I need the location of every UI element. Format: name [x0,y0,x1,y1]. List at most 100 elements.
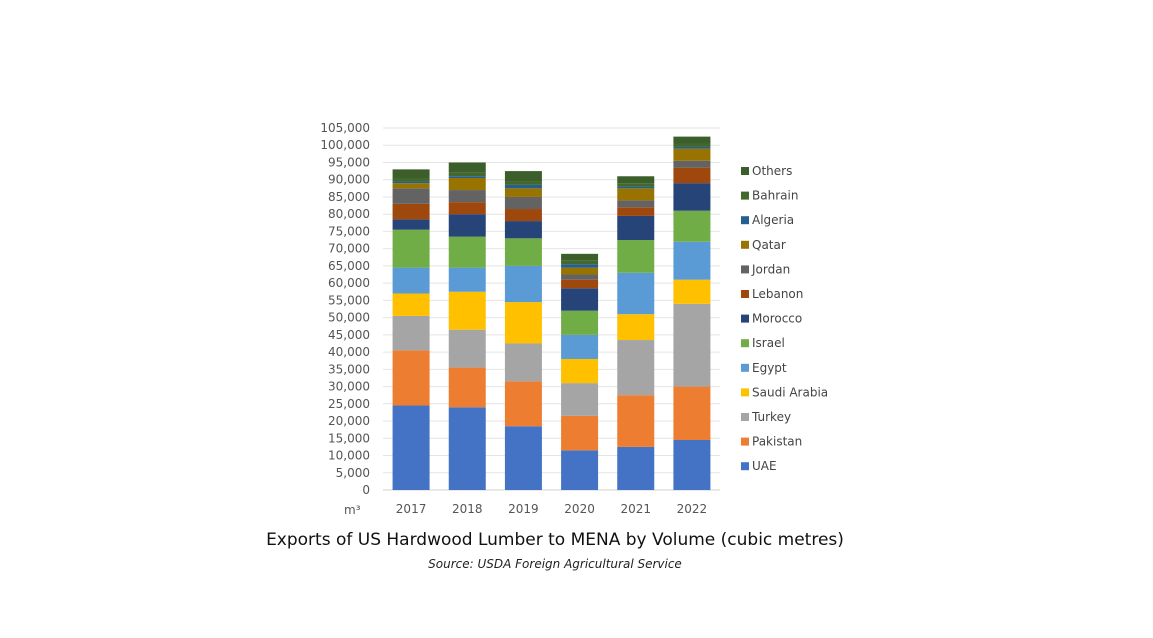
legend-label: Saudi Arabia [752,385,828,399]
y-tick-label: 50,000 [328,311,370,325]
bar-segment-egypt-2017 [392,267,430,294]
legend-swatch [741,413,749,421]
bar-segment-morocco-2017 [392,219,430,230]
bar-segment-pakistan-2017 [392,350,430,406]
gridlines [383,127,720,491]
y-tick-label: 35,000 [328,362,370,376]
legend: Others Bahrain Algeria Qatar Jordan Lebanon Mo… [741,164,828,473]
bar-segment-bahrain-2019 [504,181,542,185]
bar-segment-morocco-2021 [617,215,655,241]
y-tick-label: 105,000 [320,121,370,135]
bar-segment-israel-2018 [448,236,486,268]
chart-source: Source: USDA Foreign Agricultural Servic… [428,557,682,571]
bar-segment-algeria-2019 [504,184,542,189]
bar-segment-lebanon-2022 [673,167,711,184]
bar-segment-algeria-2020 [561,264,599,268]
y-tick-label: 15,000 [328,431,370,445]
legend-label: Bahrain [752,189,798,203]
legend-swatch [741,167,749,175]
bar-segment-others-2020 [561,253,599,261]
y-tick-label: 25,000 [328,397,370,411]
y-axis-unit-label: m³ [344,503,361,517]
y-tick-label: 40,000 [328,345,370,359]
bar-segment-egypt-2018 [448,267,486,292]
x-tick-label: 2022 [677,502,708,516]
bar-segment-pakistan-2022 [673,386,711,441]
x-tick-label: 2018 [452,502,483,516]
bar-segment-uae-2019 [504,426,542,490]
y-tick-label: 90,000 [328,173,370,187]
chart-title: Exports of US Hardwood Lumber to MENA by… [266,530,844,550]
legend-swatch [741,314,749,323]
bar-segment-lebanon-2017 [392,203,430,220]
bar-segment-qatar-2019 [504,188,542,197]
bar-segment-algeria-2021 [617,186,655,189]
bar-segment-saudi-arabia-2017 [392,293,430,316]
y-axis-ticks: 0 5,000 10,000 15,000 20,000 25,000 30,000 35,0… [320,121,370,497]
bar-segment-turkey-2020 [561,383,599,416]
bar-segment-lebanon-2018 [448,202,486,215]
bar-segment-morocco-2018 [448,214,486,237]
y-tick-label: 45,000 [328,328,370,342]
bar-segment-jordan-2018 [448,190,486,203]
bar-segment-uae-2017 [392,405,430,490]
bar-segment-uae-2022 [673,440,711,490]
legend-swatch [741,191,749,200]
bar-segment-israel-2019 [504,238,542,266]
legend-swatch [741,388,749,397]
bar-segment-uae-2020 [561,450,599,490]
bar-segment-algeria-2017 [392,181,430,184]
y-tick-label: 80,000 [328,207,370,221]
x-tick-label: 2017 [396,502,427,516]
legend-label: Morocco [752,312,802,326]
y-tick-label: 70,000 [328,242,370,256]
bar-segment-israel-2021 [617,240,655,273]
bar-segment-others-2022 [673,136,711,144]
bar-segment-morocco-2022 [673,183,711,211]
bar-segment-uae-2021 [617,446,655,490]
bar-segment-bahrain-2017 [392,177,430,182]
bar-segment-saudi-arabia-2019 [504,302,542,344]
bar-segment-algeria-2022 [673,146,711,149]
y-tick-label: 75,000 [328,224,370,238]
y-tick-label: 10,000 [328,449,370,463]
bar-segment-algeria-2018 [448,176,486,178]
bar-segment-others-2017 [392,169,430,178]
bar-segment-jordan-2021 [617,200,655,208]
y-tick-label: 85,000 [328,190,370,204]
bar-segment-jordan-2020 [561,274,599,280]
y-tick-label: 100,000 [320,138,370,152]
y-tick-label: 55,000 [328,293,370,307]
bar-segment-turkey-2017 [392,315,430,351]
bar-segment-others-2019 [504,171,542,182]
bars [392,136,711,490]
bar-segment-pakistan-2018 [448,367,486,408]
bar-segment-egypt-2022 [673,241,711,280]
bar-segment-lebanon-2020 [561,279,599,289]
x-axis-ticks: 2017 2018 2019 2020 2021 2022 [396,502,707,516]
bar-segment-jordan-2017 [392,188,430,204]
bar-segment-turkey-2021 [617,340,655,396]
bar-segment-pakistan-2019 [504,381,542,427]
legend-swatch [741,339,749,348]
y-tick-label: 20,000 [328,414,370,428]
bar-segment-israel-2022 [673,210,711,242]
bar-segment-israel-2020 [561,310,599,335]
bar-segment-egypt-2021 [617,272,655,315]
bar-segment-qatar-2020 [561,267,599,275]
bar-segment-turkey-2019 [504,343,542,382]
bar-segment-lebanon-2019 [504,209,542,222]
y-tick-label: 60,000 [328,276,370,290]
y-tick-label: 65,000 [328,259,370,273]
bar-segment-egypt-2020 [561,334,599,359]
legend-swatch [741,265,749,274]
legend-label: Qatar [752,238,786,252]
bar-segment-saudi-arabia-2018 [448,291,486,330]
legend-label: Algeria [752,213,794,227]
legend-label: Jordan [751,262,790,276]
bar-segment-saudi-arabia-2022 [673,279,711,304]
legend-label: Turkey [751,410,791,424]
bar-segment-qatar-2017 [392,183,430,189]
legend-label: Lebanon [752,287,803,301]
bar-segment-qatar-2022 [673,148,711,161]
